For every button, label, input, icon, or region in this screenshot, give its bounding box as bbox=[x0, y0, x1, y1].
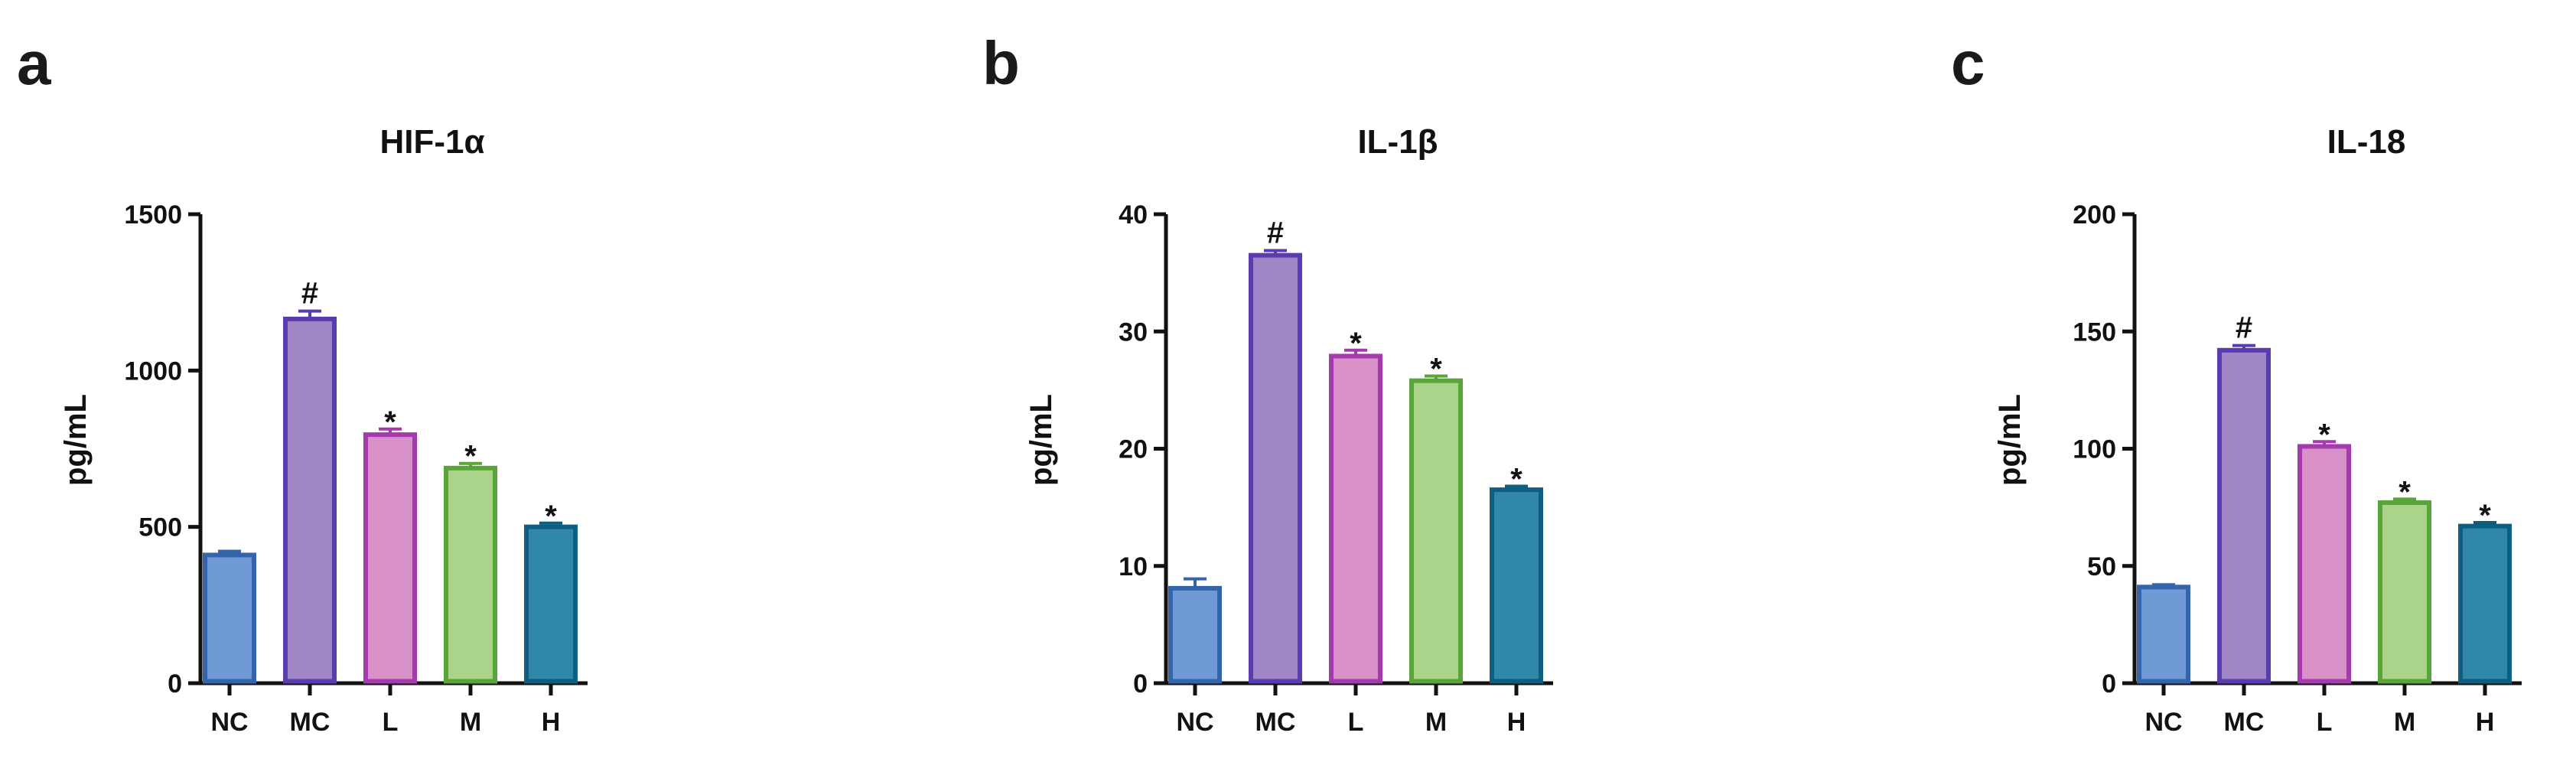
plot-area: 0 50 100 150 200 NC MC # L * M * H * bbox=[2073, 200, 2522, 737]
y-tick-label: 20 bbox=[1119, 435, 1148, 464]
bar-m bbox=[2378, 500, 2431, 684]
significance-marker: * bbox=[464, 440, 477, 474]
x-tick-label: L bbox=[383, 708, 399, 737]
significance-marker: * bbox=[2479, 499, 2491, 532]
x-tick-label: M bbox=[1425, 708, 1447, 737]
chart-title: IL-1β bbox=[1357, 123, 1438, 161]
panel-letter: a bbox=[17, 29, 51, 97]
significance-marker: # bbox=[1267, 217, 1284, 250]
bar-m bbox=[1409, 378, 1463, 684]
y-tick-label: 0 bbox=[1133, 669, 1148, 698]
y-tick-label: 1500 bbox=[124, 200, 182, 230]
x-tick-label: NC bbox=[210, 708, 248, 737]
significance-marker: * bbox=[2318, 418, 2330, 451]
x-tick-label: H bbox=[1507, 708, 1526, 737]
x-tick-label: NC bbox=[2144, 708, 2182, 737]
significance-marker: * bbox=[1350, 327, 1362, 360]
x-tick-label: M bbox=[460, 708, 481, 737]
panel-b: b IL-1β pg/mL 0 10 20 30 40 NC MC # L * M * H * bbox=[982, 29, 1553, 737]
bar-h bbox=[2458, 523, 2512, 684]
significance-marker: * bbox=[1430, 352, 1442, 386]
y-tick-label: 50 bbox=[2087, 552, 2116, 581]
x-tick-label: H bbox=[542, 708, 561, 737]
bar-l bbox=[2298, 444, 2351, 684]
y-tick-label: 40 bbox=[1119, 200, 1148, 230]
y-tick-label: 500 bbox=[138, 513, 182, 542]
panel-letter: b bbox=[982, 29, 1020, 97]
bar-mc bbox=[2217, 347, 2271, 684]
y-axis-label: pg/mL bbox=[59, 394, 93, 486]
x-tick-label: MC bbox=[1255, 708, 1296, 737]
significance-marker: * bbox=[384, 405, 396, 439]
significance-marker: * bbox=[1510, 463, 1522, 497]
panel-a: a HIF-1α pg/mL 0 500 1000 1500 NC MC # L * M * H * bbox=[17, 29, 588, 737]
y-axis-label: pg/mL bbox=[1993, 394, 2027, 486]
y-tick-label: 1000 bbox=[124, 357, 182, 386]
y-tick-label: 10 bbox=[1119, 552, 1148, 581]
x-tick-label: H bbox=[2476, 708, 2495, 737]
chart-title: IL-18 bbox=[2327, 123, 2406, 161]
x-tick-label: M bbox=[2394, 708, 2415, 737]
bar-mc bbox=[1249, 252, 1302, 684]
y-axis-label: pg/mL bbox=[1024, 394, 1058, 486]
y-tick-label: 30 bbox=[1119, 318, 1148, 347]
bar-h bbox=[524, 524, 578, 684]
plot-area: 0 500 1000 1500 NC MC # L * M * H * bbox=[124, 200, 588, 737]
bar-l bbox=[363, 432, 417, 684]
x-tick-label: L bbox=[1348, 708, 1364, 737]
x-tick-label: MC bbox=[2224, 708, 2265, 737]
significance-marker: * bbox=[2399, 475, 2411, 509]
significance-marker: * bbox=[545, 500, 557, 533]
y-tick-label: 100 bbox=[2073, 435, 2116, 464]
significance-marker: # bbox=[301, 277, 318, 311]
x-tick-label: MC bbox=[290, 708, 331, 737]
significance-marker: # bbox=[2236, 311, 2252, 345]
y-tick-label: 0 bbox=[2102, 669, 2116, 698]
bar-h bbox=[1490, 487, 1543, 684]
x-tick-label: L bbox=[2317, 708, 2333, 737]
panel-letter: c bbox=[1951, 29, 1985, 97]
bar-nc bbox=[203, 552, 256, 684]
y-tick-label: 0 bbox=[168, 669, 182, 698]
x-tick-label: NC bbox=[1176, 708, 1213, 737]
bar-nc bbox=[2137, 585, 2190, 684]
bar-mc bbox=[283, 316, 337, 684]
bar-m bbox=[444, 465, 497, 684]
plot-area: 0 10 20 30 40 NC MC # L * M * H * bbox=[1119, 200, 1553, 737]
chart-title: HIF-1α bbox=[379, 123, 484, 161]
bar-l bbox=[1329, 353, 1382, 684]
bar-nc bbox=[1168, 585, 1222, 684]
panel-c: c IL-18 pg/mL 0 50 100 150 200 NC MC # L * M * H * bbox=[1951, 29, 2522, 737]
y-tick-label: 200 bbox=[2073, 200, 2116, 230]
y-tick-label: 150 bbox=[2073, 318, 2116, 347]
